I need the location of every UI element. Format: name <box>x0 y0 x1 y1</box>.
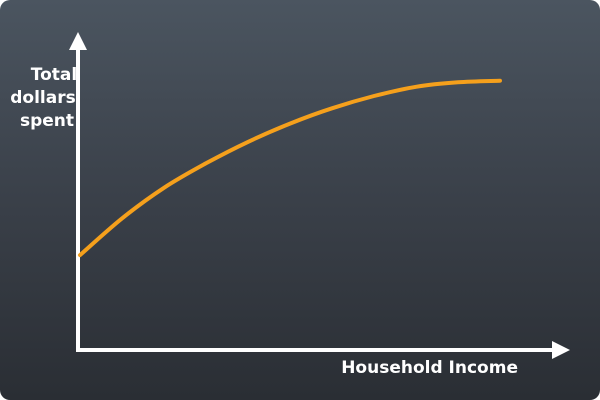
y-axis-arrow-icon <box>69 32 87 50</box>
y-axis-label-line-1: Total <box>31 65 77 85</box>
x-axis-arrow-icon <box>552 341 570 359</box>
y-axis-label-line-2: dollars <box>10 88 75 108</box>
series-line <box>78 78 502 258</box>
y-axis-label-line-3: spent <box>20 111 74 131</box>
x-axis-label: Household Income <box>341 358 518 378</box>
